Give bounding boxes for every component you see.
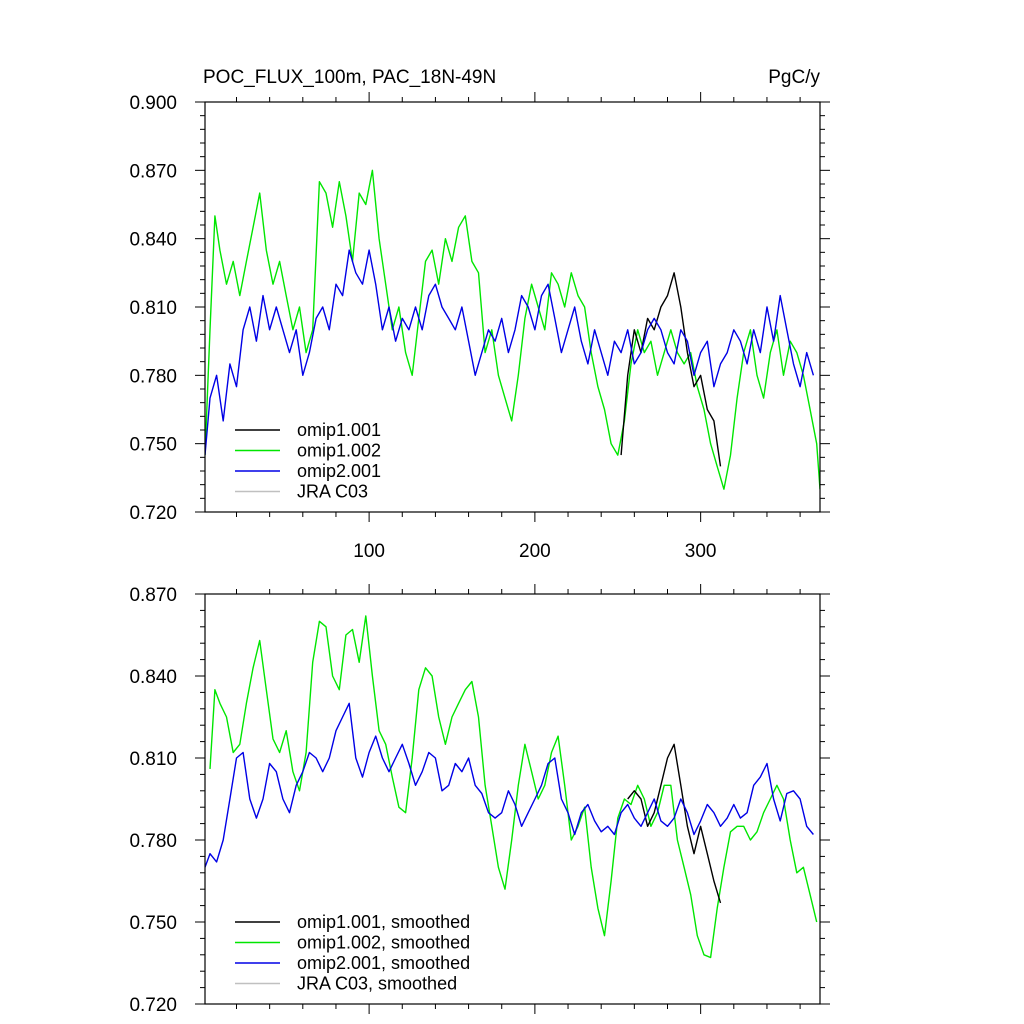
legend-label: omip1.001, smoothed xyxy=(297,912,470,932)
legend-label: omip2.001, smoothed xyxy=(297,953,470,973)
legend-label: omip2.001 xyxy=(297,461,381,481)
top-axes: 0.720 0.750 0.780 0.810 0.840 0.870 0.900 100 20… xyxy=(129,92,830,562)
top-frame xyxy=(204,101,821,513)
series-line-omip1-001-smoothed xyxy=(627,743,722,904)
top-panel: 0.720 0.750 0.780 0.810 0.840 0.870 0.900 100 20… xyxy=(129,92,830,562)
y-tick-label: 0.780 xyxy=(129,366,177,387)
x-tick-label: 100 xyxy=(353,541,385,562)
series-line-omip1-001 xyxy=(620,272,722,467)
series-line-omip2-001 xyxy=(205,249,815,456)
y-tick-label: 0.810 xyxy=(129,749,177,770)
y-tick-label: 0.720 xyxy=(129,995,177,1016)
legend-label: JRA C03 xyxy=(297,482,368,502)
y-tick-label: 0.750 xyxy=(129,913,177,934)
chart-title: POC_FLUX_100m, PAC_18N-49N xyxy=(203,67,496,88)
bottom-panel: 0.720 0.750 0.780 0.810 0.840 0.870 omip1.001… xyxy=(129,584,830,1016)
y-tick-label: 0.900 xyxy=(129,93,177,114)
series-line-omip1-002-smoothed xyxy=(209,615,818,959)
y-tick-label: 0.840 xyxy=(129,230,177,251)
bottom-frame xyxy=(204,593,821,1005)
y-tick-label: 0.870 xyxy=(129,585,177,606)
legend-label: JRA C03, smoothed xyxy=(297,974,457,994)
x-tick-label: 200 xyxy=(519,541,551,562)
legend-label: omip1.002, smoothed xyxy=(297,933,470,953)
top-series-group xyxy=(205,169,820,490)
y-tick-label: 0.840 xyxy=(129,667,177,688)
y-tick-label: 0.870 xyxy=(129,161,177,182)
x-tick-label: 300 xyxy=(685,541,717,562)
legend-label: omip1.002 xyxy=(297,441,381,461)
y-tick-label: 0.810 xyxy=(129,298,177,319)
series-line-omip2-001-smoothed xyxy=(205,702,814,868)
legend-label: omip1.001 xyxy=(297,420,381,440)
bottom-axes: 0.720 0.750 0.780 0.810 0.840 0.870 xyxy=(129,584,830,1016)
series-line-omip1-002 xyxy=(205,169,820,490)
y-tick-label: 0.720 xyxy=(129,503,177,524)
units-label: PgC/y xyxy=(768,67,820,88)
y-tick-label: 0.750 xyxy=(129,435,177,456)
y-tick-label: 0.780 xyxy=(129,831,177,852)
bottom-series-group xyxy=(205,615,818,959)
